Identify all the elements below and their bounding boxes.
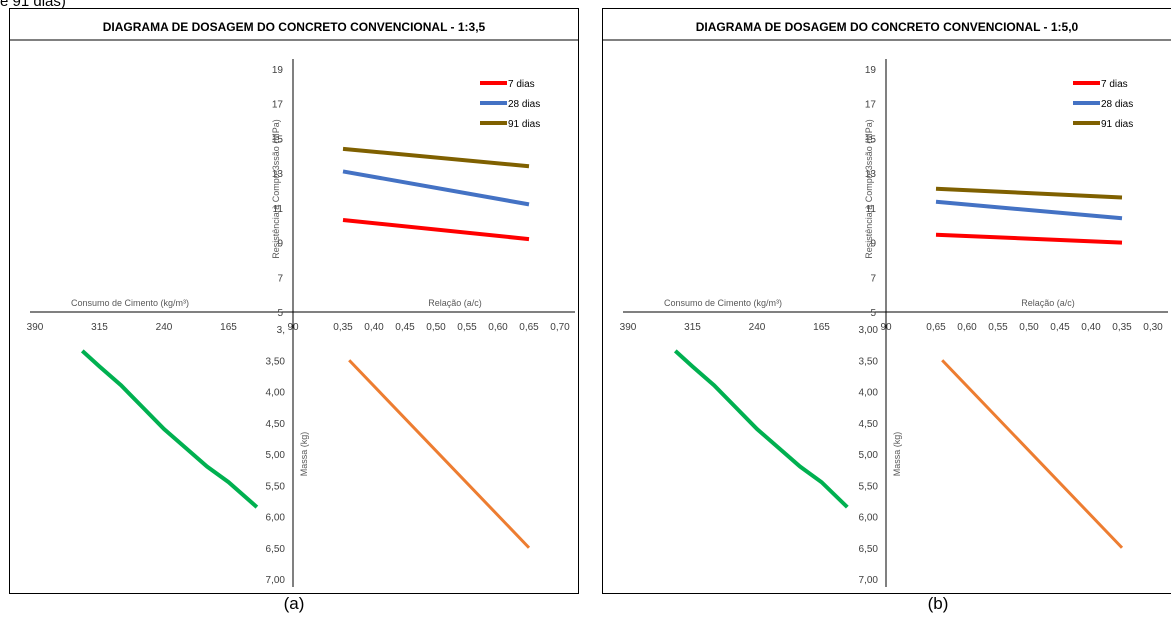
x-tick-label-consumo: 90 <box>880 322 892 333</box>
series-line-7-dias <box>935 232 1123 245</box>
y-axis-label-resistencia: Resistência à Compre3ssão (MPa) <box>864 119 874 259</box>
legend-label: 28 dias <box>508 99 540 110</box>
x-tick-label-consumo: 165 <box>220 322 237 333</box>
y-tick-label-massa: 6,00 <box>266 513 286 524</box>
series-line-massa-consumo <box>673 349 849 509</box>
x-tick-label-consumo: 315 <box>91 322 108 333</box>
x-tick-label: 0,55 <box>988 322 1008 333</box>
y-tick-label: 11 <box>273 204 284 215</box>
y-tick-label: 9 <box>277 239 283 250</box>
figure-caption-fragment: e 91 dias) <box>0 0 66 10</box>
x-tick-label-consumo: 390 <box>27 322 44 333</box>
y-tick-label-massa: 4,50 <box>859 419 879 430</box>
y-tick-label: 7 <box>277 273 283 284</box>
chart-panel-a: DIAGRAMA DE DOSAGEM DO CONCRETO CONVENCI… <box>9 8 579 594</box>
y-tick-label: 19 <box>865 65 877 76</box>
x-tick-label-consumo: 165 <box>813 322 830 333</box>
series-line-28-dias <box>342 169 530 207</box>
y-tick-label-massa: 5,00 <box>859 450 879 461</box>
chart-b-svg: DIAGRAMA DE DOSAGEM DO CONCRETO CONVENCI… <box>603 20 1171 587</box>
x-tick-label-consumo: 240 <box>156 322 173 333</box>
legend-label: 7 dias <box>508 79 535 90</box>
y-tick-label: 5 <box>277 308 283 319</box>
chart-panel-b: DIAGRAMA DE DOSAGEM DO CONCRETO CONVENCI… <box>602 8 1171 594</box>
x-tick-label: 0,65 <box>519 322 539 333</box>
y-tick-label-massa: 7,00 <box>859 575 879 586</box>
y-tick-label: 15 <box>272 134 284 145</box>
x-tick-label: 0,65 <box>926 322 946 333</box>
chart-title: DIAGRAMA DE DOSAGEM DO CONCRETO CONVENCI… <box>103 20 486 34</box>
legend-label: 28 dias <box>1101 99 1133 110</box>
y-axis-label-resistencia: Resistência à Compre3ssão (MPa) <box>271 119 281 259</box>
legend-label: 91 dias <box>508 119 540 130</box>
y-tick-label-massa: 5,50 <box>859 481 879 492</box>
x-tick-label: 0,30 <box>1143 322 1163 333</box>
y-tick-label-massa: 5,00 <box>266 450 286 461</box>
y-tick-label-massa: 3,00 <box>859 325 879 336</box>
y-axis-label-massa: Massa (kg) <box>299 432 309 477</box>
y-tick-label: 17 <box>272 100 284 111</box>
x-axis-label-relacao: Relação (a/c) <box>428 298 482 308</box>
y-tick-label-massa: 4,00 <box>859 388 879 399</box>
x-tick-label: 0,60 <box>488 322 508 333</box>
x-axis-label-relacao: Relação (a/c) <box>1021 298 1075 308</box>
x-tick-label: 0,35 <box>333 322 353 333</box>
y-tick-label: 19 <box>272 65 284 76</box>
series-line-91-dias <box>342 146 530 169</box>
y-tick-label-massa: 3,50 <box>859 356 879 367</box>
y-tick-label: 11 <box>866 204 877 215</box>
y-tick-label: 5 <box>870 308 876 319</box>
y-tick-label: 15 <box>865 134 877 145</box>
y-tick-label-massa: 5,50 <box>266 481 286 492</box>
x-axis-label-consumo: Consumo de Cimento (kg/m³) <box>664 298 782 308</box>
chart-a-svg: DIAGRAMA DE DOSAGEM DO CONCRETO CONVENCI… <box>10 20 578 587</box>
series-line-massa-relacao <box>941 359 1124 549</box>
caption-b: (b) <box>927 594 949 613</box>
x-axis-label-consumo: Consumo de Cimento (kg/m³) <box>71 298 189 308</box>
y-tick-label: 13 <box>865 169 877 180</box>
chart-title: DIAGRAMA DE DOSAGEM DO CONCRETO CONVENCI… <box>696 20 1079 34</box>
x-tick-label: 0,40 <box>1081 322 1101 333</box>
legend-label: 91 dias <box>1101 119 1133 130</box>
x-tick-label: 0,45 <box>1050 322 1070 333</box>
series-line-91-dias <box>935 186 1123 200</box>
x-tick-label: 0,50 <box>426 322 446 333</box>
y-tick-label-massa: 4,00 <box>266 388 286 399</box>
series-line-massa-consumo <box>80 349 259 509</box>
y-tick-label: 9 <box>870 239 876 250</box>
caption-a: (a) <box>283 594 305 613</box>
x-tick-label: 0,70 <box>550 322 570 333</box>
series-line-7-dias <box>342 218 530 242</box>
legend-label: 7 dias <box>1101 79 1128 90</box>
x-tick-label-consumo: 315 <box>684 322 701 333</box>
y-axis-label-massa: Massa (kg) <box>892 432 902 477</box>
x-tick-label: 0,50 <box>1019 322 1039 333</box>
y-tick-label: 13 <box>272 169 284 180</box>
y-tick-label-massa: 6,50 <box>266 544 286 555</box>
y-tick-label-massa: 6,00 <box>859 513 879 524</box>
y-tick-label-massa: 6,50 <box>859 544 879 555</box>
x-tick-label: 0,35 <box>1112 322 1132 333</box>
y-tick-label: 17 <box>865 100 877 111</box>
series-line-massa-relacao <box>348 359 531 549</box>
y-tick-label-massa: 3, <box>277 325 285 336</box>
y-tick-label-massa: 3,50 <box>266 356 286 367</box>
x-tick-label-consumo: 240 <box>749 322 766 333</box>
series-line-28-dias <box>935 199 1123 221</box>
y-tick-label-massa: 7,00 <box>266 575 286 586</box>
x-tick-label-consumo: 90 <box>287 322 299 333</box>
x-tick-label: 0,60 <box>957 322 977 333</box>
y-tick-label-massa: 4,50 <box>266 419 286 430</box>
x-tick-label: 0,45 <box>395 322 415 333</box>
x-tick-label: 0,55 <box>457 322 477 333</box>
x-tick-label: 0,40 <box>364 322 384 333</box>
x-tick-label-consumo: 390 <box>620 322 637 333</box>
y-tick-label: 7 <box>870 273 876 284</box>
